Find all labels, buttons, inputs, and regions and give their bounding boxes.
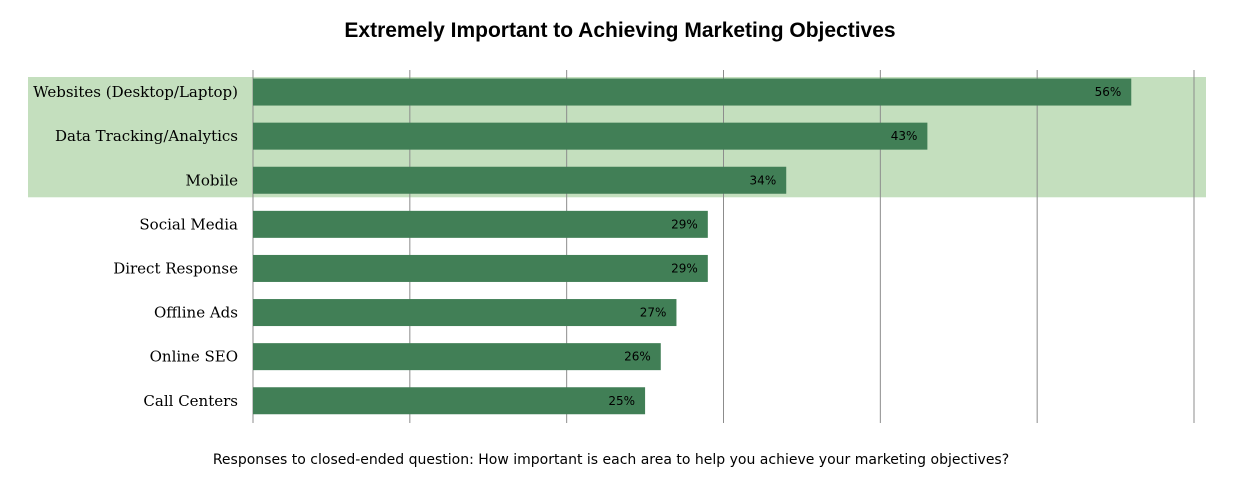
bar bbox=[253, 78, 1132, 106]
category-label: Social Media bbox=[139, 215, 238, 233]
chart-title: Extremely Important to Achieving Marketi… bbox=[344, 19, 896, 42]
category-label: Direct Response bbox=[113, 259, 238, 277]
bar bbox=[253, 343, 661, 371]
category-label: Call Centers bbox=[143, 392, 238, 410]
data-label: 43% bbox=[891, 129, 918, 143]
category-label: Online SEO bbox=[150, 348, 238, 366]
bar bbox=[253, 122, 928, 150]
chart-caption: Responses to closed-ended question: How … bbox=[212, 452, 1010, 468]
category-label: Mobile bbox=[186, 171, 239, 189]
category-label: Websites (Desktop/Laptop) bbox=[33, 83, 238, 101]
data-label: 27% bbox=[640, 306, 667, 320]
bar bbox=[253, 387, 646, 415]
label-layer: 56% Websites (Desktop/Laptop) 43% Data Trac… bbox=[33, 83, 1121, 410]
data-label: 34% bbox=[750, 173, 777, 187]
bar bbox=[253, 254, 708, 282]
data-label: 26% bbox=[624, 350, 651, 364]
data-label: 25% bbox=[608, 394, 635, 408]
bar bbox=[253, 210, 708, 238]
category-label: Data Tracking/Analytics bbox=[55, 127, 238, 145]
data-label: 29% bbox=[671, 261, 698, 275]
category-label: Offline Ads bbox=[154, 304, 238, 322]
bar bbox=[253, 299, 677, 327]
data-label: 29% bbox=[671, 217, 698, 231]
bar-layer bbox=[253, 78, 1132, 415]
bar bbox=[253, 166, 787, 194]
data-label: 56% bbox=[1095, 85, 1122, 99]
